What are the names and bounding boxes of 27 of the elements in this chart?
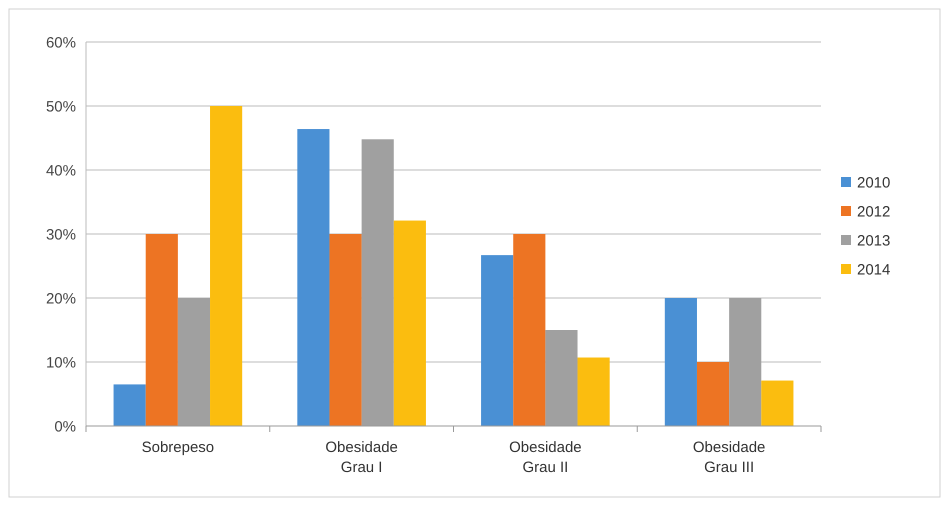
bar bbox=[513, 234, 546, 426]
y-tick-label: 20% bbox=[46, 290, 76, 308]
y-tick-label: 60% bbox=[46, 34, 76, 52]
bar bbox=[481, 255, 514, 426]
x-tick-label: Obesidade Grau III bbox=[692, 439, 766, 476]
bar bbox=[297, 129, 330, 426]
y-tick-label: 10% bbox=[46, 354, 76, 372]
x-tick-label: Obesidade Grau II bbox=[509, 439, 582, 476]
bar bbox=[210, 106, 242, 426]
x-tick-label: Sobrepeso bbox=[142, 439, 214, 456]
bar bbox=[329, 234, 362, 426]
bar bbox=[664, 298, 697, 426]
bar bbox=[114, 384, 146, 426]
y-tick-label: 50% bbox=[46, 98, 76, 116]
legend-label: 2014 bbox=[857, 261, 890, 278]
legend-label: 2010 bbox=[857, 174, 890, 192]
bar bbox=[578, 358, 610, 426]
y-tick-label: 40% bbox=[46, 162, 76, 180]
y-tick-label: 0% bbox=[54, 418, 76, 436]
bar bbox=[146, 234, 178, 426]
x-tick-label: Obesidade Grau I bbox=[325, 439, 398, 476]
y-tick-label: 30% bbox=[46, 226, 76, 244]
legend-label: 2012 bbox=[857, 203, 890, 220]
bar bbox=[761, 380, 794, 426]
legend-label: 2013 bbox=[857, 232, 890, 250]
bar bbox=[394, 220, 426, 426]
bar bbox=[696, 362, 730, 426]
